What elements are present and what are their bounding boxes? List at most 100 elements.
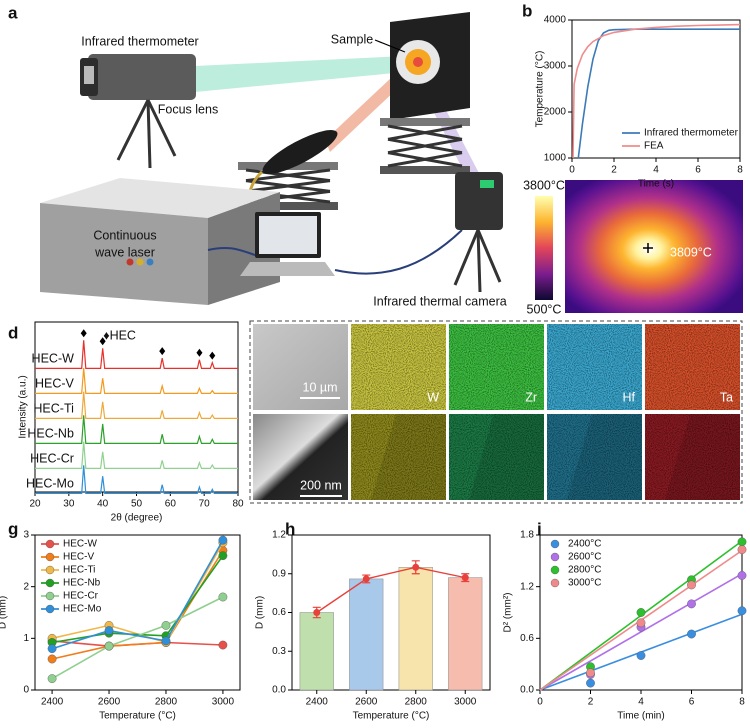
series-line	[51, 539, 224, 650]
y-tick-label: 0.3	[272, 646, 286, 657]
illustration-shape	[238, 202, 338, 210]
illustration-shape	[116, 99, 150, 161]
series-line	[572, 23, 741, 159]
y-axis-label: D² (mm²)	[503, 593, 514, 633]
eds-noise	[547, 414, 642, 500]
legend-marker	[45, 552, 55, 562]
illustration-shape	[146, 99, 152, 169]
illustration-shape	[240, 262, 335, 276]
illustration-shape	[245, 179, 331, 193]
y-tick-label: 0	[23, 685, 29, 696]
illustration-shape	[380, 166, 470, 174]
x-tick-label: 3000	[212, 697, 235, 708]
x-tick-label: 6	[689, 697, 695, 708]
illustration-shape	[262, 130, 338, 174]
legend-marker	[45, 565, 55, 575]
data-point	[737, 545, 747, 555]
data-point	[586, 668, 595, 678]
scale-label: 10 µm	[303, 380, 338, 394]
illustration-shape	[88, 54, 196, 100]
x-tick-label: 30	[63, 499, 75, 510]
illustration-shape	[334, 229, 463, 275]
x-axis-label: Time (min)	[617, 711, 664, 722]
eds-noise	[351, 324, 446, 410]
illustration-shape	[476, 229, 482, 293]
illustration-shape	[84, 66, 94, 84]
eds-shadow	[469, 414, 544, 500]
illustration-shape	[455, 172, 503, 230]
x-tick-label: 8	[739, 697, 745, 708]
panel-label: i	[537, 519, 542, 538]
xrd-pattern	[35, 368, 238, 394]
bar	[398, 567, 433, 691]
illustration-shape	[259, 216, 317, 254]
series-line	[577, 28, 740, 159]
series-label: HEC-Mo	[26, 476, 74, 490]
xrd-pattern	[35, 441, 238, 469]
y-tick-label: 2	[23, 581, 29, 592]
y-tick-label: 1.2	[272, 530, 286, 541]
series-line	[51, 555, 224, 644]
data-point	[461, 574, 469, 582]
panel-label: g	[8, 519, 18, 538]
x-tick-label: 40	[97, 499, 109, 510]
data-point	[218, 640, 228, 650]
x-tick-label: 2600	[355, 697, 378, 708]
peak-marker	[209, 351, 216, 360]
x-tick-label: 70	[199, 499, 211, 510]
x-tick-label: 8	[737, 165, 743, 176]
setup-label: Focus lens	[158, 102, 218, 116]
eds-shadow	[567, 414, 642, 500]
eds-noise	[645, 414, 740, 500]
legend-marker	[550, 539, 560, 549]
setup-label: wave laser	[94, 245, 155, 259]
element-label: Zr	[525, 390, 537, 404]
y-tick-label: 3000	[544, 61, 567, 72]
setup-label: Sample	[331, 32, 373, 46]
illustration-shape	[195, 56, 405, 92]
legend-label: 2800°C	[568, 565, 601, 576]
data-point	[636, 651, 646, 660]
series-label: HEC-Nb	[27, 426, 74, 440]
data-point	[47, 674, 57, 684]
legend-marker	[45, 539, 55, 549]
illustration-shape	[387, 151, 463, 168]
legend-label: HEC-Nb	[63, 578, 101, 589]
illustration-shape	[126, 258, 134, 266]
legend-label: FEA	[644, 141, 664, 152]
y-axis-label: D (mm)	[0, 596, 9, 629]
legend-marker	[550, 552, 560, 562]
data-point	[687, 580, 696, 590]
x-tick-label: 0	[537, 697, 543, 708]
x-axis-label: Time (s)	[638, 179, 674, 190]
data-point	[636, 608, 646, 617]
data-point	[47, 644, 57, 654]
xrd-pattern	[35, 391, 238, 419]
bar	[448, 577, 483, 691]
legend-label: Infrared thermometer	[644, 128, 739, 139]
series-label: HEC-W	[32, 351, 75, 365]
scale-label: 200 nm	[300, 478, 342, 492]
legend-label: HEC-Mo	[63, 604, 102, 615]
setup-label: Continuous	[93, 228, 156, 242]
bar	[349, 578, 384, 691]
eds-noise	[351, 414, 446, 500]
panel-label: b	[522, 1, 532, 20]
series-label: HEC-Ti	[33, 401, 74, 415]
x-tick-label: 2	[588, 697, 594, 708]
y-tick-label: 4000	[544, 15, 567, 26]
element-label: W	[427, 390, 439, 404]
legend-label: 2400°C	[568, 539, 601, 550]
x-tick-label: 2400	[41, 697, 64, 708]
illustration-shape	[387, 124, 463, 141]
y-tick-label: 1000	[544, 153, 567, 164]
legend-label: HEC-Cr	[63, 591, 99, 602]
x-axis-label: 2θ (degree)	[111, 513, 163, 524]
plot-frame	[34, 534, 241, 691]
data-point	[313, 609, 321, 616]
legend-title: ♦HEC	[103, 328, 136, 342]
x-tick-label: 2	[611, 165, 617, 176]
point-label: 3809°C	[670, 245, 712, 259]
illustration-shape	[207, 246, 256, 256]
illustration-shape	[380, 118, 470, 126]
